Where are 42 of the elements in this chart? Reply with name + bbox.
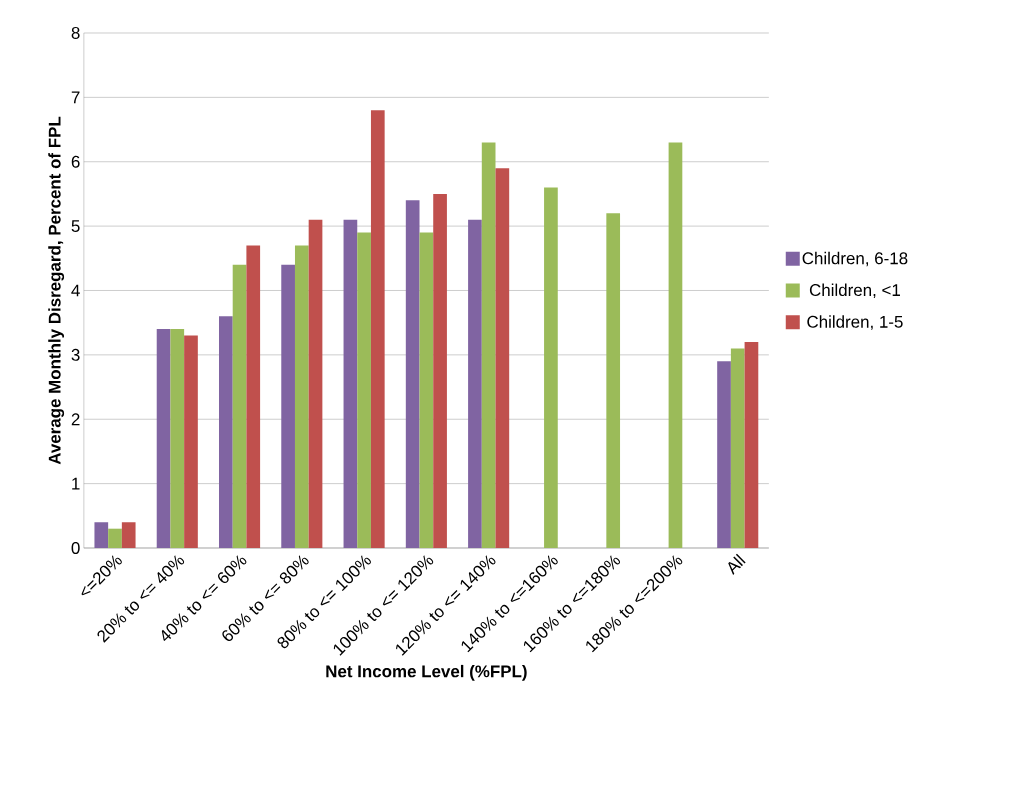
- y-tick-label: 1: [72, 477, 80, 490]
- legend-label: Children, 1-5: [807, 315, 903, 330]
- bar: [730, 348, 745, 548]
- x-tick-label: All: [728, 553, 746, 575]
- legend-label: Children, 6-18: [802, 251, 908, 267]
- bar: [281, 264, 295, 548]
- bar: [357, 232, 371, 548]
- bar: [246, 245, 261, 548]
- y-tick-label: 0: [71, 542, 80, 554]
- bar: [232, 264, 247, 548]
- bar: [405, 200, 420, 548]
- bar: [668, 142, 683, 548]
- bar: [108, 528, 122, 548]
- bar: [308, 219, 323, 548]
- bar: [219, 316, 233, 548]
- bar: [419, 232, 434, 548]
- bar: [606, 213, 621, 548]
- bar: [184, 335, 198, 548]
- bar: [468, 219, 482, 548]
- bar: [717, 361, 731, 548]
- bar: [294, 245, 309, 548]
- y-tick-label: 7: [71, 91, 80, 104]
- y-tick-label: 3: [71, 348, 80, 361]
- x-axis-title: Net Income Level (%FPL): [326, 664, 527, 681]
- bar: [744, 342, 759, 548]
- bar: [343, 219, 358, 548]
- y-tick-label: 4: [71, 284, 80, 297]
- y-tick-label: 8: [71, 26, 80, 39]
- bar: [121, 522, 136, 548]
- bar: [156, 329, 171, 548]
- y-tick-label: 2: [71, 413, 80, 426]
- bar: [481, 142, 496, 548]
- bar: [495, 168, 510, 548]
- legend-label: Children, <1: [809, 283, 900, 299]
- bar: [94, 522, 109, 548]
- bar: [433, 193, 447, 548]
- bar: [544, 187, 558, 548]
- y-tick-label: 6: [71, 155, 80, 168]
- bar: [370, 110, 385, 548]
- bar: [170, 329, 185, 548]
- y-axis-title: Average Monthly Disregard, Percent of FPL: [48, 116, 65, 465]
- y-tick-label: 5: [71, 220, 80, 233]
